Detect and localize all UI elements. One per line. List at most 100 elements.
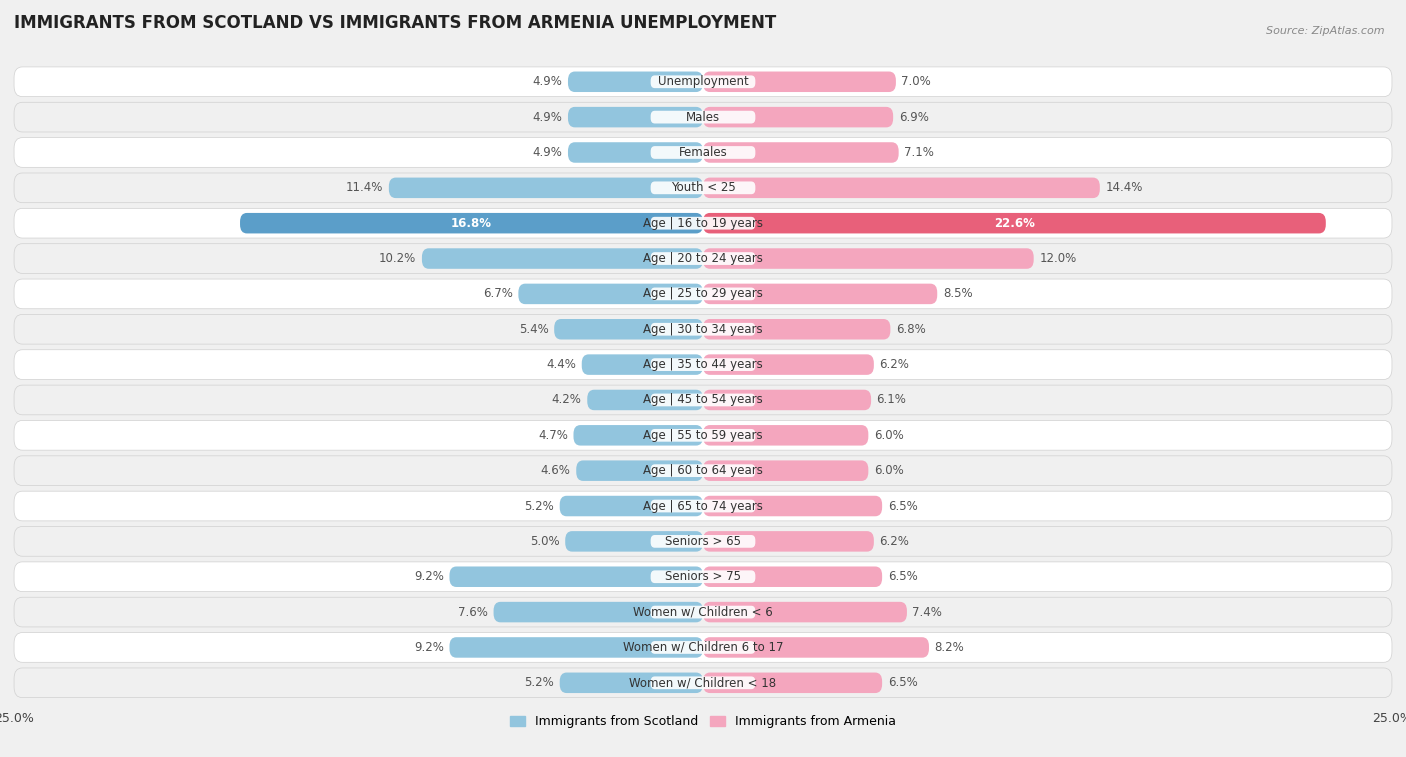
Text: Seniors > 75: Seniors > 75 (665, 570, 741, 583)
FancyBboxPatch shape (651, 641, 755, 654)
FancyBboxPatch shape (582, 354, 703, 375)
FancyBboxPatch shape (703, 425, 869, 446)
FancyBboxPatch shape (14, 208, 1392, 238)
Text: 5.2%: 5.2% (524, 500, 554, 512)
Text: Age | 60 to 64 years: Age | 60 to 64 years (643, 464, 763, 477)
Text: Seniors > 65: Seniors > 65 (665, 535, 741, 548)
FancyBboxPatch shape (651, 464, 755, 477)
FancyBboxPatch shape (14, 562, 1392, 591)
FancyBboxPatch shape (703, 248, 1033, 269)
FancyBboxPatch shape (560, 496, 703, 516)
Text: 22.6%: 22.6% (994, 217, 1035, 229)
FancyBboxPatch shape (703, 107, 893, 127)
FancyBboxPatch shape (14, 350, 1392, 379)
FancyBboxPatch shape (14, 597, 1392, 627)
FancyBboxPatch shape (389, 178, 703, 198)
Text: 6.0%: 6.0% (875, 464, 904, 477)
Text: 8.2%: 8.2% (935, 641, 965, 654)
FancyBboxPatch shape (703, 566, 882, 587)
Text: 10.2%: 10.2% (380, 252, 416, 265)
FancyBboxPatch shape (651, 606, 755, 618)
FancyBboxPatch shape (651, 570, 755, 583)
Text: Females: Females (679, 146, 727, 159)
Text: Age | 45 to 54 years: Age | 45 to 54 years (643, 394, 763, 407)
FancyBboxPatch shape (703, 142, 898, 163)
Text: Source: ZipAtlas.com: Source: ZipAtlas.com (1267, 26, 1385, 36)
FancyBboxPatch shape (568, 71, 703, 92)
FancyBboxPatch shape (574, 425, 703, 446)
FancyBboxPatch shape (565, 531, 703, 552)
Text: 9.2%: 9.2% (415, 641, 444, 654)
FancyBboxPatch shape (703, 284, 938, 304)
FancyBboxPatch shape (651, 76, 755, 88)
FancyBboxPatch shape (450, 566, 703, 587)
FancyBboxPatch shape (14, 420, 1392, 450)
Text: 6.5%: 6.5% (887, 500, 917, 512)
FancyBboxPatch shape (703, 71, 896, 92)
FancyBboxPatch shape (519, 284, 703, 304)
Legend: Immigrants from Scotland, Immigrants from Armenia: Immigrants from Scotland, Immigrants fro… (505, 710, 901, 733)
FancyBboxPatch shape (651, 146, 755, 159)
Text: Males: Males (686, 111, 720, 123)
FancyBboxPatch shape (554, 319, 703, 339)
FancyBboxPatch shape (703, 319, 890, 339)
FancyBboxPatch shape (651, 429, 755, 441)
FancyBboxPatch shape (703, 178, 1099, 198)
FancyBboxPatch shape (14, 67, 1392, 97)
FancyBboxPatch shape (14, 633, 1392, 662)
Text: 8.5%: 8.5% (943, 288, 973, 301)
Text: 12.0%: 12.0% (1039, 252, 1077, 265)
FancyBboxPatch shape (703, 602, 907, 622)
Text: 5.2%: 5.2% (524, 676, 554, 690)
Text: 4.9%: 4.9% (533, 111, 562, 123)
Text: Age | 30 to 34 years: Age | 30 to 34 years (643, 322, 763, 336)
Text: Age | 16 to 19 years: Age | 16 to 19 years (643, 217, 763, 229)
Text: 7.6%: 7.6% (458, 606, 488, 618)
FancyBboxPatch shape (703, 496, 882, 516)
Text: 4.6%: 4.6% (541, 464, 571, 477)
Text: Women w/ Children < 18: Women w/ Children < 18 (630, 676, 776, 690)
FancyBboxPatch shape (14, 138, 1392, 167)
FancyBboxPatch shape (703, 460, 869, 481)
FancyBboxPatch shape (651, 252, 755, 265)
Text: Age | 20 to 24 years: Age | 20 to 24 years (643, 252, 763, 265)
FancyBboxPatch shape (588, 390, 703, 410)
FancyBboxPatch shape (14, 385, 1392, 415)
FancyBboxPatch shape (651, 111, 755, 123)
FancyBboxPatch shape (14, 102, 1392, 132)
FancyBboxPatch shape (14, 668, 1392, 698)
Text: Age | 35 to 44 years: Age | 35 to 44 years (643, 358, 763, 371)
Text: 11.4%: 11.4% (346, 182, 384, 195)
Text: 6.2%: 6.2% (879, 535, 910, 548)
Text: 5.0%: 5.0% (530, 535, 560, 548)
Text: 7.1%: 7.1% (904, 146, 934, 159)
Text: 6.1%: 6.1% (876, 394, 907, 407)
FancyBboxPatch shape (14, 279, 1392, 309)
FancyBboxPatch shape (651, 217, 755, 229)
Text: Unemployment: Unemployment (658, 75, 748, 89)
FancyBboxPatch shape (14, 456, 1392, 485)
FancyBboxPatch shape (703, 531, 875, 552)
FancyBboxPatch shape (14, 527, 1392, 556)
FancyBboxPatch shape (703, 354, 875, 375)
FancyBboxPatch shape (14, 491, 1392, 521)
FancyBboxPatch shape (651, 358, 755, 371)
Text: 6.2%: 6.2% (879, 358, 910, 371)
FancyBboxPatch shape (651, 323, 755, 335)
FancyBboxPatch shape (703, 637, 929, 658)
FancyBboxPatch shape (651, 677, 755, 689)
FancyBboxPatch shape (560, 672, 703, 693)
Text: 6.0%: 6.0% (875, 428, 904, 442)
Text: Age | 55 to 59 years: Age | 55 to 59 years (643, 428, 763, 442)
Text: 5.4%: 5.4% (519, 322, 548, 336)
FancyBboxPatch shape (450, 637, 703, 658)
FancyBboxPatch shape (703, 390, 872, 410)
Text: 7.4%: 7.4% (912, 606, 942, 618)
FancyBboxPatch shape (651, 394, 755, 407)
Text: 4.7%: 4.7% (538, 428, 568, 442)
FancyBboxPatch shape (14, 244, 1392, 273)
FancyBboxPatch shape (494, 602, 703, 622)
FancyBboxPatch shape (651, 500, 755, 512)
FancyBboxPatch shape (651, 535, 755, 548)
Text: 4.9%: 4.9% (533, 146, 562, 159)
